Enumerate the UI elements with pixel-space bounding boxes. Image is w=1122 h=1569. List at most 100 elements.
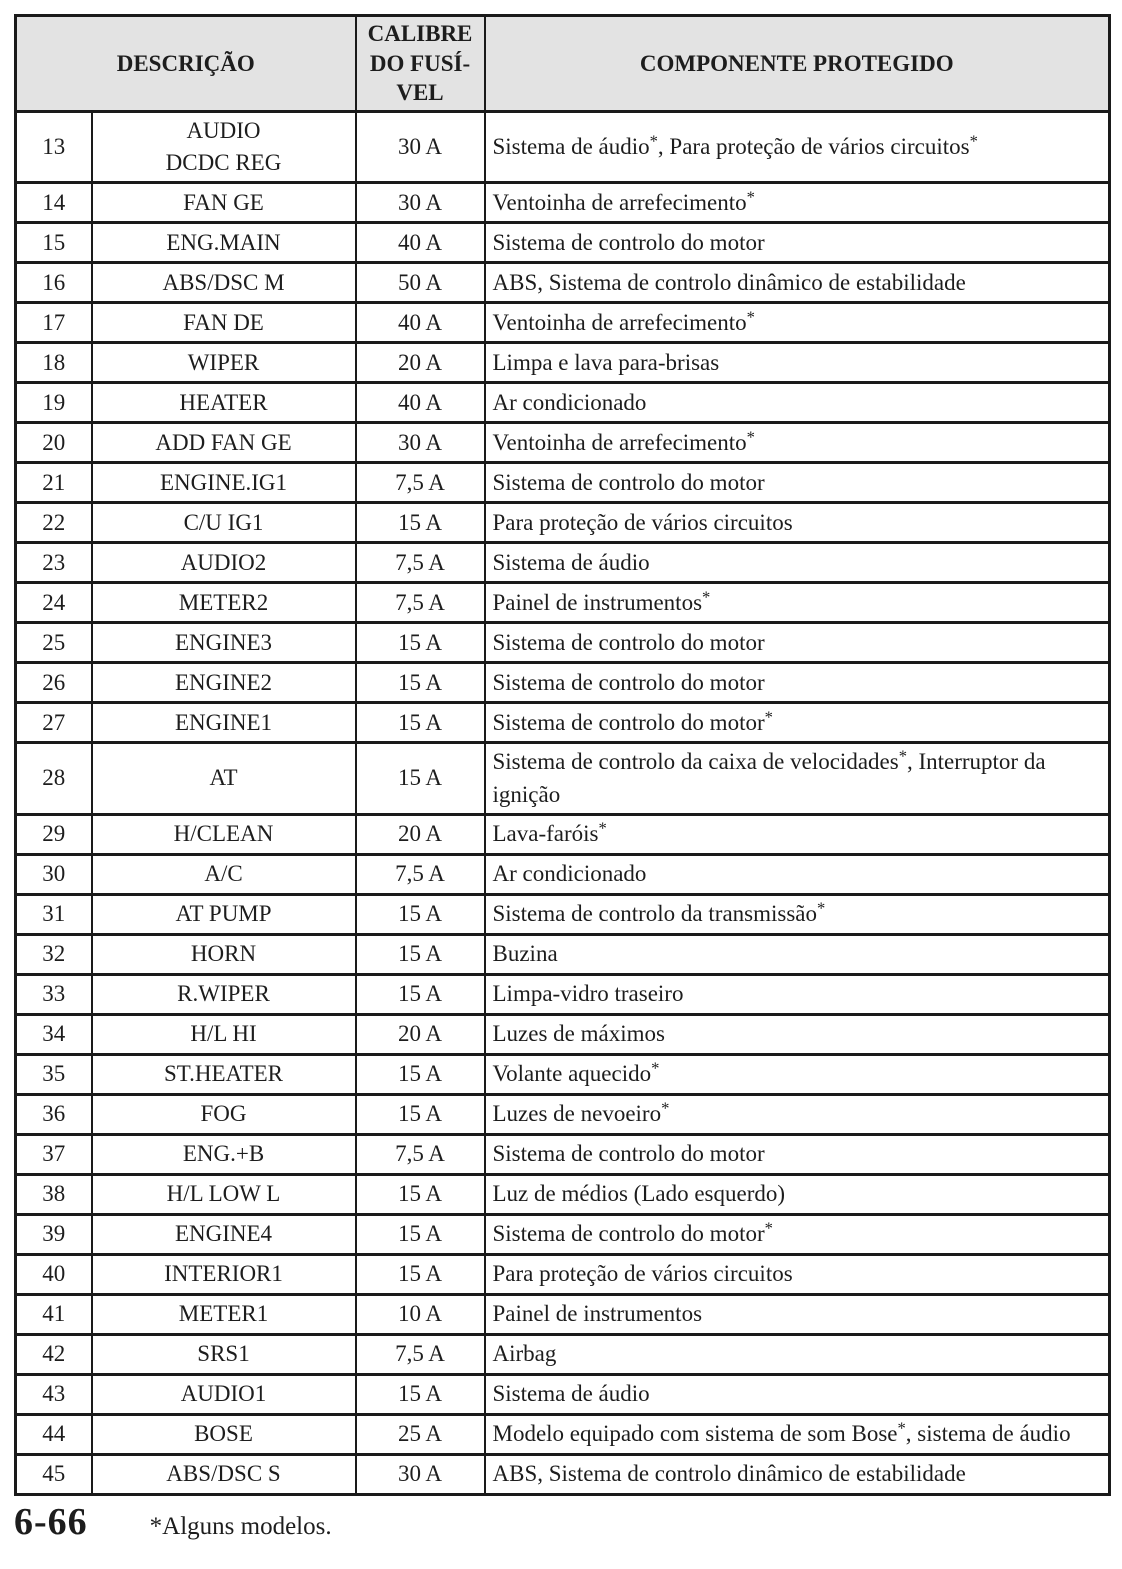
- table-row: 19 HEATER 40 A Ar condicionado: [14, 381, 1111, 425]
- fuse-description: ADD FAN GE: [90, 421, 357, 465]
- table-row: 30 A/C 7,5 A Ar condicionado: [14, 852, 1111, 896]
- fuse-rating: 30 A: [354, 1452, 486, 1496]
- fuse-rating: 40 A: [354, 221, 486, 265]
- table-row: 25 ENGINE3 15 A Sistema de controlo do moto…: [14, 621, 1111, 665]
- fuse-description: ENGINE2: [90, 661, 357, 705]
- fuse-number: 25: [14, 621, 93, 665]
- fuse-rating: 40 A: [354, 301, 486, 345]
- protected-component: Sistema de controlo do motor: [483, 1132, 1111, 1176]
- fuse-rating: 10 A: [354, 1292, 486, 1336]
- protected-component: Limpa-vidro traseiro: [483, 972, 1111, 1016]
- table-row: 35 ST.HEATER 15 A Volante aquecido*: [14, 1052, 1111, 1096]
- table-row: 27 ENGINE1 15 A Sistema de controlo do moto…: [14, 701, 1111, 745]
- protected-component: Volante aquecido*: [483, 1052, 1111, 1096]
- fuse-rating: 40 A: [354, 381, 486, 425]
- fuse-number: 15: [14, 221, 93, 265]
- fuse-description: A/C: [90, 852, 357, 896]
- table-row: 34 H/L HI 20 A Luzes de máximos: [14, 1012, 1111, 1056]
- fuse-number: 13: [14, 109, 93, 185]
- fuse-description: ENG.MAIN: [90, 221, 357, 265]
- fuse-description: ENG.+B: [90, 1132, 357, 1176]
- table-row: 38 H/L LOW L 15 A Luz de médios (Lado esque…: [14, 1172, 1111, 1216]
- protected-component: Luz de médios (Lado esquerdo): [483, 1172, 1111, 1216]
- protected-component: Ventoinha de arrefecimento*: [483, 301, 1111, 345]
- fuse-description: HORN: [90, 932, 357, 976]
- fuse-description: SRS1: [90, 1332, 357, 1376]
- fuse-number: 40: [14, 1252, 93, 1296]
- fuse-description: ABS/DSC M: [90, 261, 357, 305]
- fuse-rating: 30 A: [354, 421, 486, 465]
- table-row: 22 C/U IG1 15 A Para proteção de vários cir…: [14, 501, 1111, 545]
- table-row: 23 AUDIO2 7,5 A Sistema de áudio: [14, 541, 1111, 585]
- fuse-description: ENGINE1: [90, 701, 357, 745]
- table-row: 26 ENGINE2 15 A Sistema de controlo do moto…: [14, 661, 1111, 705]
- fuse-rating: 30 A: [354, 181, 486, 225]
- fuse-description: METER2: [90, 581, 357, 625]
- fuse-number: 44: [14, 1412, 93, 1456]
- fuse-description: BOSE: [90, 1412, 357, 1456]
- fuse-number: 28: [14, 741, 93, 816]
- protected-component: Sistema de controlo da transmissão*: [483, 892, 1111, 936]
- fuse-rating: 7,5 A: [354, 461, 486, 505]
- protected-component: Lava-faróis*: [483, 812, 1111, 856]
- table-row: 21 ENGINE.IG1 7,5 A Sistema de controlo do …: [14, 461, 1111, 505]
- fuse-description: H/L LOW L: [90, 1172, 357, 1216]
- protected-component: Buzina: [483, 932, 1111, 976]
- fuse-rating: 15 A: [354, 932, 486, 976]
- header-calibre-fusivel: CALIBRE DO FUSÍ- VEL: [354, 14, 486, 113]
- table-row: 36 FOG 15 A Luzes de nevoeiro*: [14, 1092, 1111, 1136]
- header-componente-protegido: COMPONENTE PROTEGIDO: [483, 14, 1111, 113]
- protected-component: Ar condicionado: [483, 381, 1111, 425]
- table-row: 40 INTERIOR1 15 A Para proteção de vários c…: [14, 1252, 1111, 1296]
- table-row: 32 HORN 15 A Buzina: [14, 932, 1111, 976]
- fuse-description: ENGINE.IG1: [90, 461, 357, 505]
- fuse-number: 42: [14, 1332, 93, 1376]
- protected-component: Luzes de nevoeiro*: [483, 1092, 1111, 1136]
- fuse-rating: 15 A: [354, 621, 486, 665]
- fuse-number: 33: [14, 972, 93, 1016]
- table-row: 17 FAN DE 40 A Ventoinha de arrefecimento*: [14, 301, 1111, 345]
- protected-component: Modelo equipado com sistema de som Bose*…: [483, 1412, 1111, 1456]
- table-row: 14 FAN GE 30 A Ventoinha de arrefecimento*: [14, 181, 1111, 225]
- protected-component: Sistema de controlo do motor: [483, 461, 1111, 505]
- fuse-number: 31: [14, 892, 93, 936]
- fuse-number: 26: [14, 661, 93, 705]
- fuse-rating: 15 A: [354, 1092, 486, 1136]
- fuse-number: 30: [14, 852, 93, 896]
- fuse-table-body: 13 AUDIO DCDC REG 30 A Sistema de áudio*, Pa…: [14, 109, 1111, 1496]
- fuse-rating: 15 A: [354, 1372, 486, 1416]
- fuse-rating: 15 A: [354, 661, 486, 705]
- fuse-number: 19: [14, 381, 93, 425]
- table-row: 43 AUDIO1 15 A Sistema de áudio: [14, 1372, 1111, 1416]
- fuse-description: AUDIO2: [90, 541, 357, 585]
- fuse-number: 41: [14, 1292, 93, 1336]
- fuse-number: 14: [14, 181, 93, 225]
- fuse-description: ST.HEATER: [90, 1052, 357, 1096]
- footnote-alguns-modelos: *Alguns modelos.: [149, 1513, 332, 1540]
- table-row: 41 METER1 10 A Painel de instrumentos: [14, 1292, 1111, 1336]
- protected-component: ABS, Sistema de controlo dinâmico de est…: [483, 261, 1111, 305]
- fuse-description: INTERIOR1: [90, 1252, 357, 1296]
- table-row: 28 AT 15 A Sistema de controlo da caixa de …: [14, 741, 1111, 816]
- table-row: 45 ABS/DSC S 30 A ABS, Sistema de controlo …: [14, 1452, 1111, 1496]
- table-row: 29 H/CLEAN 20 A Lava-faróis*: [14, 812, 1111, 856]
- fuse-description: FAN GE: [90, 181, 357, 225]
- fuse-description: C/U IG1: [90, 501, 357, 545]
- fuse-number: 21: [14, 461, 93, 505]
- table-row: 13 AUDIO DCDC REG 30 A Sistema de áudio*, Pa…: [14, 109, 1111, 185]
- fuse-rating: 15 A: [354, 741, 486, 816]
- fuse-rating: 20 A: [354, 812, 486, 856]
- fuse-rating: 15 A: [354, 892, 486, 936]
- fuse-description: FAN DE: [90, 301, 357, 345]
- fuse-rating: 50 A: [354, 261, 486, 305]
- fuse-number: 24: [14, 581, 93, 625]
- protected-component: Sistema de áudio*, Para proteção de vári…: [483, 109, 1111, 185]
- table-row: 24 METER2 7,5 A Painel de instrumentos*: [14, 581, 1111, 625]
- fuse-number: 36: [14, 1092, 93, 1136]
- fuse-rating: 25 A: [354, 1412, 486, 1456]
- fuse-description: H/L HI: [90, 1012, 357, 1056]
- protected-component: Sistema de controlo do motor: [483, 661, 1111, 705]
- fuse-number: 27: [14, 701, 93, 745]
- protected-component: Sistema de controlo do motor*: [483, 1212, 1111, 1256]
- table-row: 44 BOSE 25 A Modelo equipado com sistema de…: [14, 1412, 1111, 1456]
